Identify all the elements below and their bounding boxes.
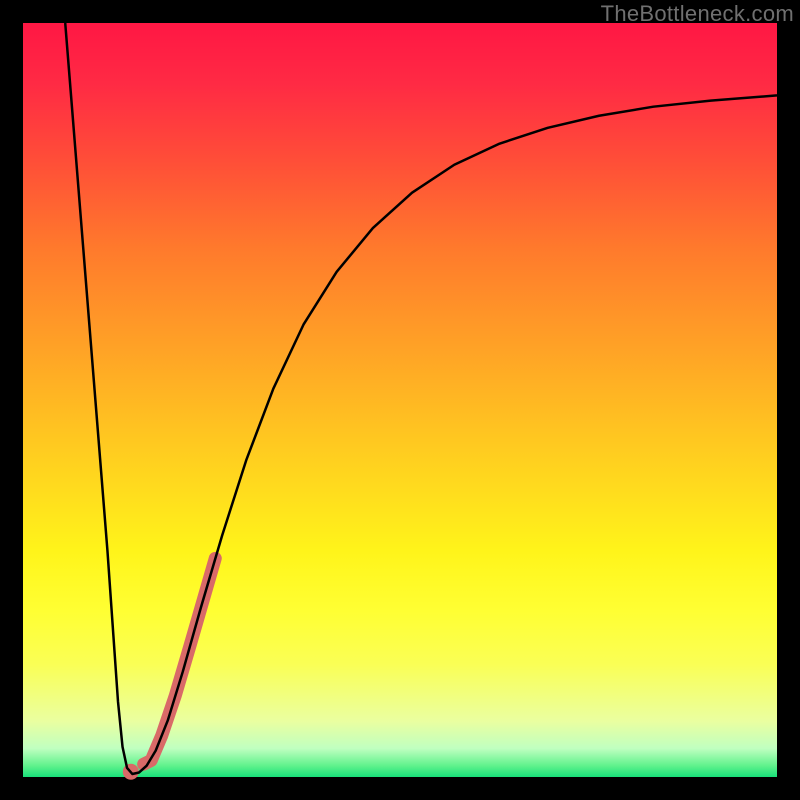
watermark-text: TheBottleneck.com: [601, 1, 794, 27]
plot-background: [23, 23, 777, 777]
bottleneck-chart: TheBottleneck.com: [0, 0, 800, 800]
chart-svg: [0, 0, 800, 800]
